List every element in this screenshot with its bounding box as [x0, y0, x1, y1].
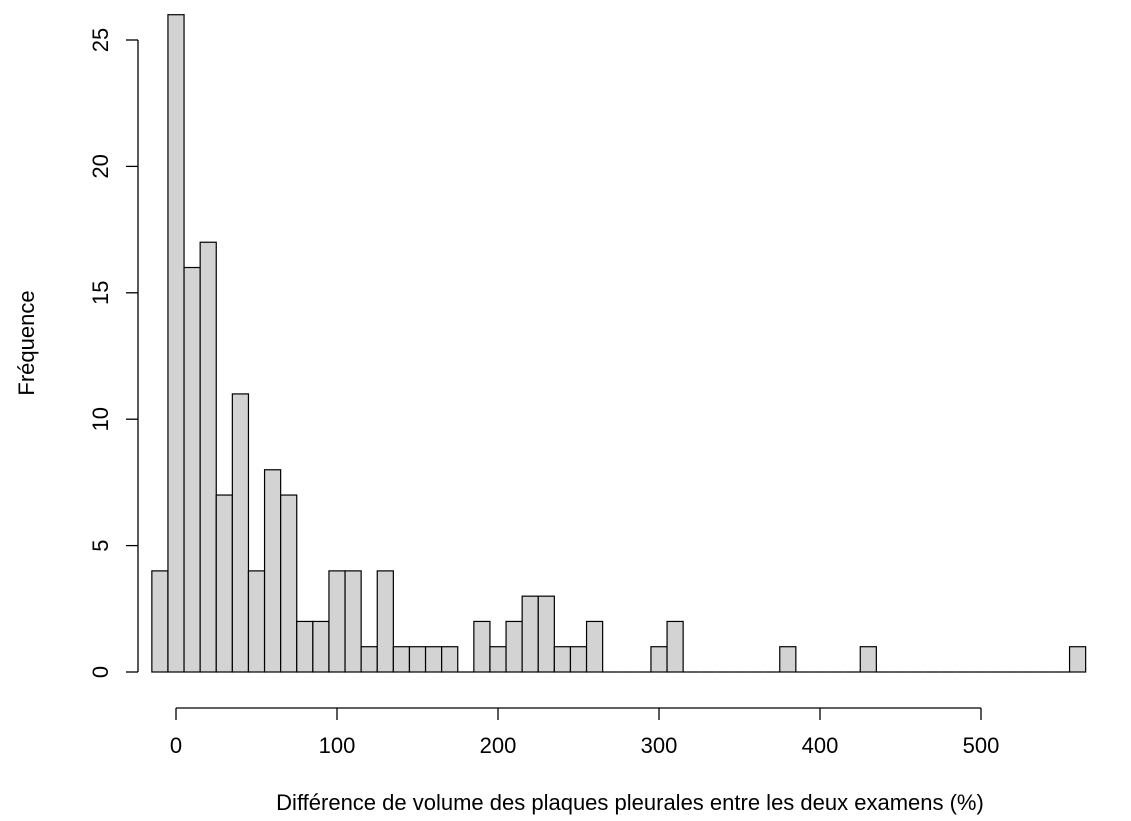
histogram-bar — [585, 620, 604, 673]
histogram-bar — [312, 620, 330, 673]
histogram-bar — [521, 595, 539, 673]
histogram-bar — [199, 241, 217, 673]
histogram-bar — [280, 494, 298, 673]
histogram-bar — [263, 469, 282, 673]
histogram-bar — [151, 570, 169, 673]
histogram-bar — [859, 646, 877, 673]
x-tick-label: 300 — [641, 733, 678, 758]
bars-group — [151, 14, 1087, 673]
histogram-bar — [505, 620, 523, 673]
histogram-bar — [441, 646, 459, 673]
histogram-bar — [537, 595, 555, 673]
histogram-bar — [344, 570, 362, 673]
histogram-bar — [569, 646, 588, 673]
y-tick-label: 20 — [88, 154, 113, 178]
y-tick-label: 5 — [88, 539, 113, 551]
histogram-bar — [779, 646, 797, 673]
x-tick-label: 100 — [319, 733, 356, 758]
x-tick-label: 200 — [480, 733, 517, 758]
histogram-bar — [376, 570, 394, 673]
y-axis-title: Fréquence — [14, 290, 39, 395]
histogram-bar — [183, 266, 201, 673]
x-tick-label: 0 — [170, 733, 182, 758]
histogram-bar — [666, 620, 684, 673]
histogram-bar — [328, 570, 346, 673]
x-axis-title: Différence de volume des plaques pleural… — [276, 790, 984, 815]
histogram-bar — [1068, 646, 1087, 673]
histogram-bar — [650, 646, 668, 673]
histogram-bar — [489, 646, 507, 673]
y-axis: 0 5 10 15 20 25 — [88, 28, 139, 678]
y-tick-label: 15 — [88, 281, 113, 305]
histogram-bar — [424, 646, 443, 673]
y-tick-label: 10 — [88, 407, 113, 431]
x-tick-label: 500 — [963, 733, 1000, 758]
x-tick-label: 400 — [802, 733, 839, 758]
histogram-bar — [392, 646, 411, 673]
histogram-bar — [296, 620, 314, 673]
y-tick-label: 0 — [88, 666, 113, 678]
histogram-bar — [473, 620, 491, 673]
histogram-bar — [247, 570, 266, 673]
histogram-bar — [231, 393, 250, 673]
x-axis: 0 100 200 300 400 500 — [170, 707, 1000, 758]
y-tick-label: 25 — [88, 28, 113, 52]
histogram-bar — [408, 646, 427, 673]
histogram-bar — [360, 646, 378, 673]
histogram-bar — [215, 494, 233, 673]
histogram-bar — [167, 14, 185, 673]
histogram-bar — [553, 646, 572, 673]
